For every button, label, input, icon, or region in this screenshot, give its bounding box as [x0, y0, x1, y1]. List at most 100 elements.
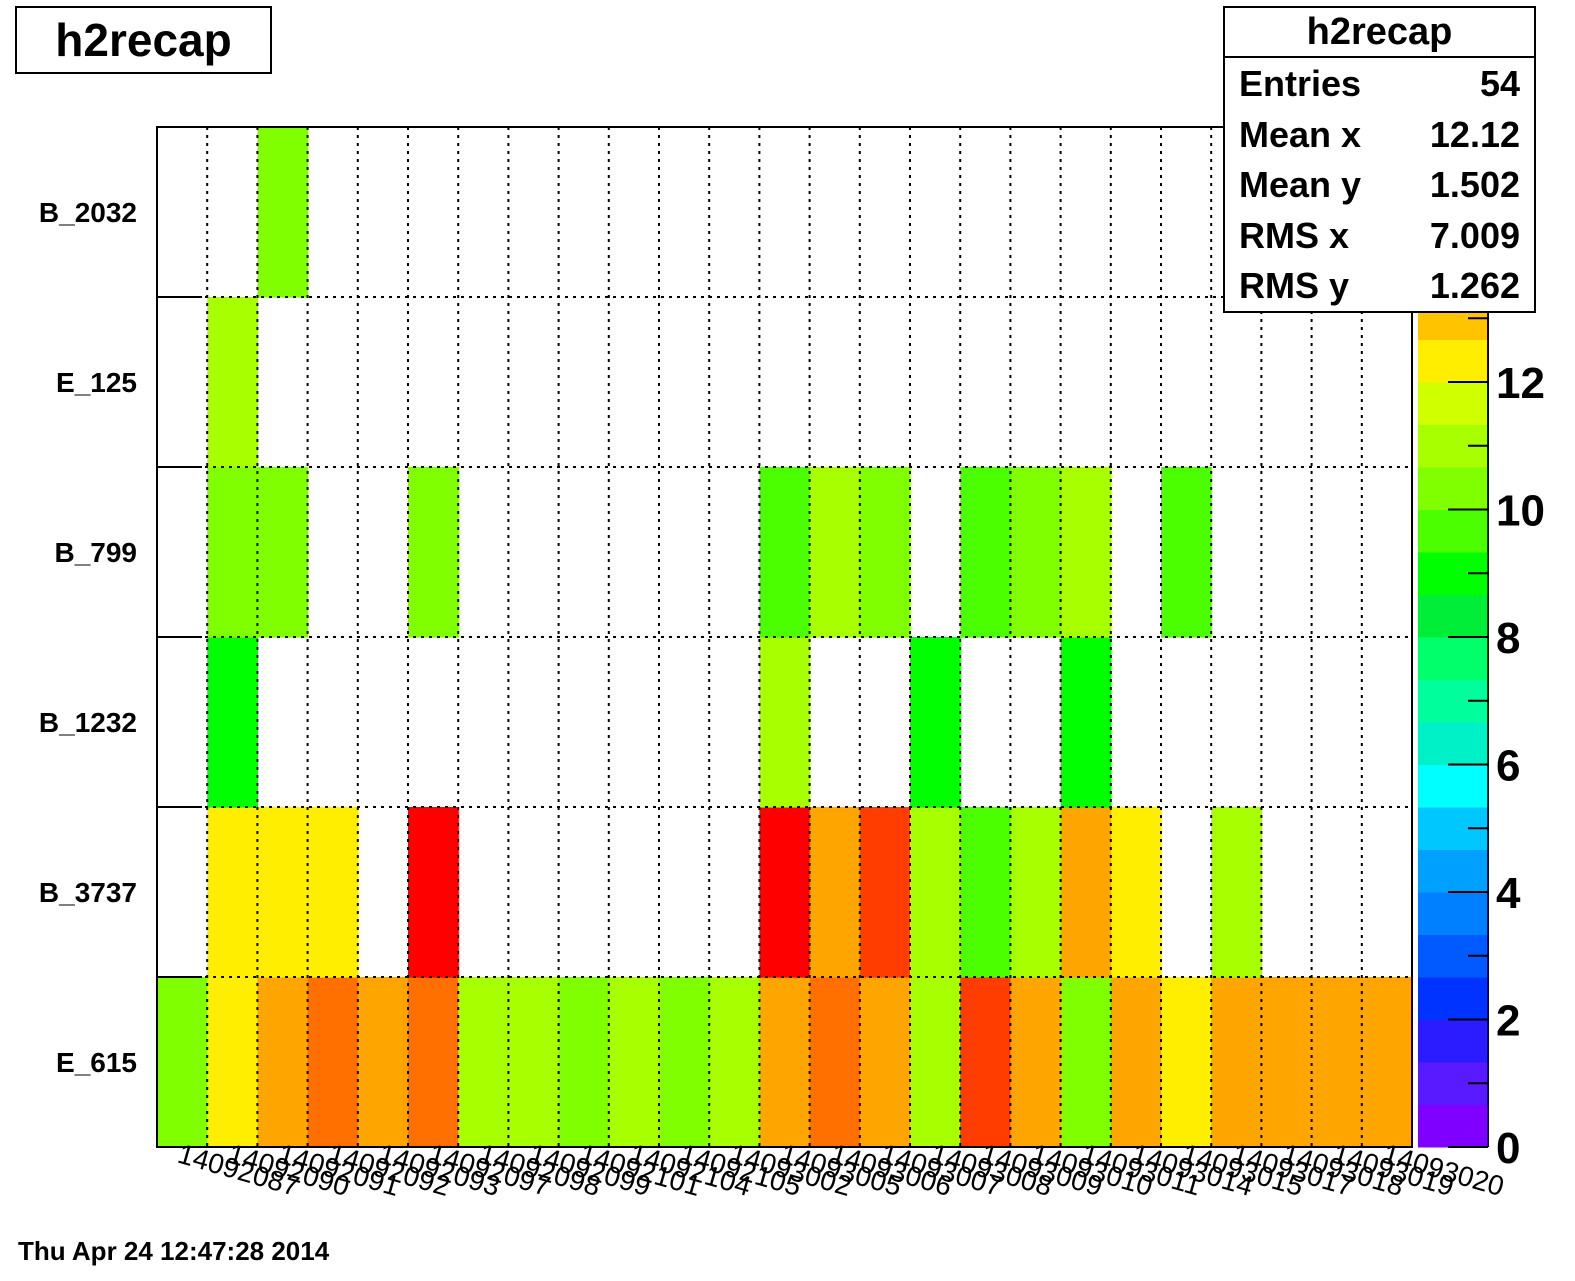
heatmap-cell [809, 977, 861, 1148]
heatmap-cell [1311, 977, 1363, 1148]
heatmap-cell [1060, 637, 1112, 808]
stats-box: h2recap Entries 54 Mean x 12.12 Mean y 1… [1223, 6, 1536, 313]
palette-swatch [1418, 977, 1488, 1020]
stats-row-entries: Entries 54 [1225, 58, 1534, 109]
heatmap-cell [357, 977, 409, 1148]
heatmap-cell [257, 467, 309, 638]
timestamp: Thu Apr 24 12:47:28 2014 [18, 1236, 330, 1266]
heatmap-cell [1010, 807, 1062, 978]
heatmap-cell [1060, 467, 1112, 638]
palette-swatch [1418, 382, 1488, 425]
heatmap-cell [659, 977, 710, 1148]
heatmap-cell [257, 977, 309, 1148]
stats-row-rms-y: RMS y 1.262 [1225, 260, 1534, 311]
chart-title: h2recap [15, 6, 272, 74]
palette-swatch [1418, 339, 1488, 383]
heatmap-cells [157, 127, 1413, 1148]
z-tick-label: 6 [1496, 742, 1520, 791]
y-tick-label: B_1232 [39, 707, 137, 738]
palette-swatch [1418, 764, 1488, 808]
heatmap-cell [1211, 977, 1262, 1148]
stats-row-rms-x: RMS x 7.009 [1225, 210, 1534, 261]
stats-row-mean-y: Mean y 1.502 [1225, 159, 1534, 210]
heatmap-cell [1161, 467, 1212, 638]
heatmap-cell [910, 637, 961, 808]
z-tick-label: 0 [1496, 1124, 1520, 1173]
palette-swatch [1418, 722, 1488, 765]
plot-frame [156, 126, 1413, 1148]
heatmap-cell [408, 977, 459, 1148]
stats-value: 7.009 [1429, 214, 1520, 256]
heatmap-cell [408, 807, 459, 978]
palette-swatch [1418, 509, 1488, 553]
heatmap-cell [608, 977, 660, 1148]
heatmap-cell [859, 977, 911, 1148]
heatmap-cell [1361, 977, 1413, 1148]
stats-value: 12.12 [1429, 113, 1520, 155]
heatmap-cell [809, 807, 861, 978]
z-tick-label: 8 [1496, 614, 1520, 663]
z-tick-label: 2 [1496, 997, 1520, 1046]
heatmap-cell [257, 807, 309, 978]
stats-label: Mean y [1239, 164, 1362, 205]
heatmap-cell [307, 807, 359, 978]
heatmap-cell [759, 637, 811, 808]
heatmap-cell [508, 977, 560, 1148]
heatmap-cell [960, 977, 1011, 1148]
heatmap-cell [759, 467, 811, 638]
stats-row-mean-x: Mean x 12.12 [1225, 109, 1534, 160]
palette-swatch [1418, 1104, 1488, 1148]
z-tick-label: 12 [1496, 359, 1545, 408]
heatmap-cell [207, 977, 258, 1148]
heatmap-cell [157, 977, 208, 1148]
heatmap-cell [207, 297, 258, 468]
stats-title: h2recap [1225, 8, 1534, 58]
y-tick-label: B_799 [54, 537, 137, 568]
heatmap-cell [558, 977, 610, 1148]
z-tick-label: 4 [1496, 869, 1521, 918]
stats-label: RMS y [1239, 265, 1350, 306]
heatmap-cell [960, 467, 1011, 638]
heatmap-cell [859, 467, 911, 638]
stats-label: Entries [1239, 63, 1362, 104]
y-tick-label: B_3737 [39, 877, 137, 908]
heatmap-cell [1060, 807, 1112, 978]
heatmap-cell [709, 977, 760, 1148]
y-tick-label: B_2032 [39, 197, 137, 228]
heatmap-cell [759, 977, 811, 1148]
x-axis-labels: 1409208714092090140920911409209214092093… [174, 1138, 1507, 1202]
heatmap-cell [207, 637, 258, 808]
heatmap-cell [207, 807, 258, 978]
heatmap-cell [1110, 977, 1162, 1148]
y-tick-label: E_125 [56, 367, 137, 398]
heatmap-cell [1010, 977, 1062, 1148]
stats-value: 1.262 [1429, 265, 1520, 306]
palette-swatch [1418, 892, 1488, 935]
heatmap-cell [458, 977, 509, 1148]
heatmap-cell [1161, 977, 1212, 1148]
heatmap-cell [809, 467, 861, 638]
heatmap-cell [759, 807, 811, 978]
y-axis-labels: E_615 B_3737 B_1232 B_799 E_125 B_2032 [39, 197, 137, 1078]
palette-swatch [1418, 1019, 1488, 1063]
heatmap-cell [910, 977, 961, 1148]
heatmap-cell [1110, 807, 1162, 978]
palette-swatch [1418, 467, 1488, 510]
heatmap-cell [257, 127, 309, 298]
heatmap-cell [910, 807, 961, 978]
palette-swatch [1418, 637, 1488, 680]
heatmap-cell [1060, 977, 1112, 1148]
heatmap-cell [1261, 977, 1313, 1148]
heatmap-cell [1211, 807, 1262, 978]
stats-value: 1.502 [1429, 164, 1520, 205]
stats-label: RMS x [1239, 214, 1350, 256]
stats-value: 54 [1479, 63, 1520, 104]
heatmap-cell [1010, 467, 1062, 638]
heatmap-cell [207, 467, 258, 638]
z-tick-label: 10 [1496, 487, 1545, 536]
heatmap-cell [859, 807, 911, 978]
heatmap-cell [307, 977, 359, 1148]
stats-label: Mean x [1239, 113, 1362, 155]
y-tick-label: E_615 [56, 1047, 137, 1078]
